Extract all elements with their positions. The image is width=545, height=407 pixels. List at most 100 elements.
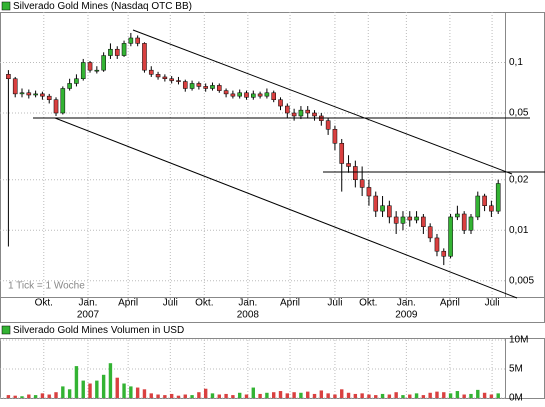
candle-body bbox=[237, 92, 242, 97]
candle-body bbox=[448, 216, 453, 257]
volume-bar bbox=[380, 393, 385, 398]
candle-body bbox=[196, 83, 202, 87]
candle-body bbox=[12, 78, 18, 95]
candle-body bbox=[169, 78, 174, 81]
candle-body bbox=[489, 205, 494, 212]
candle-body bbox=[101, 55, 106, 71]
candle-body bbox=[74, 78, 79, 84]
volume-plot: 0M 5M 10M bbox=[0, 335, 528, 404]
candle-body bbox=[427, 226, 433, 239]
candle-body bbox=[203, 86, 208, 89]
volume-bar bbox=[101, 374, 106, 398]
candle-body bbox=[33, 93, 38, 96]
volume-bar bbox=[469, 393, 473, 398]
volume-bar bbox=[61, 386, 65, 398]
volume-bar bbox=[163, 395, 167, 398]
candle-body bbox=[67, 83, 72, 89]
y-tick-label: 0,02 bbox=[509, 174, 529, 185]
candle-body bbox=[26, 92, 32, 96]
candle-body bbox=[142, 43, 147, 71]
volume-bar bbox=[421, 395, 426, 398]
candle-body bbox=[53, 99, 59, 114]
x-tick-label: Okt. bbox=[359, 298, 377, 309]
volume-bar bbox=[442, 392, 446, 398]
candle-body bbox=[128, 37, 134, 44]
annotation: 1 Tick = 1 Woche bbox=[8, 281, 85, 292]
candle-body bbox=[230, 93, 236, 97]
chart-title: Silverado Gold Mines (Nasdaq OTC BB) bbox=[13, 1, 192, 12]
trend-line bbox=[54, 117, 518, 299]
volume-bar bbox=[482, 392, 487, 398]
volume-bar bbox=[374, 395, 378, 398]
volume-bar bbox=[476, 389, 480, 398]
candle-body bbox=[366, 187, 372, 197]
volume-bar bbox=[367, 394, 371, 398]
candle-body bbox=[291, 112, 297, 117]
volume-bar bbox=[326, 393, 330, 398]
candle-body bbox=[298, 109, 304, 117]
volume-bar bbox=[455, 391, 460, 398]
volume-bar bbox=[237, 392, 242, 398]
volume-bar bbox=[401, 395, 405, 398]
candle-body bbox=[60, 88, 66, 114]
volume-bar bbox=[54, 392, 58, 398]
volume-bar bbox=[203, 388, 208, 398]
volume-bar bbox=[231, 395, 235, 398]
x-tick-label: Jan. bbox=[79, 298, 98, 309]
candle-body bbox=[176, 80, 181, 82]
volume-bar bbox=[394, 392, 398, 398]
candle-body bbox=[380, 205, 385, 212]
y-tick-label: 0,05 bbox=[509, 108, 529, 119]
candle-body bbox=[251, 93, 256, 98]
volume-bar bbox=[346, 392, 351, 398]
volume-bar bbox=[272, 392, 276, 398]
volume-bar bbox=[251, 387, 255, 398]
volume-bar bbox=[278, 391, 283, 398]
volume-bar bbox=[299, 392, 303, 398]
x-tick-label: Juli bbox=[485, 298, 500, 309]
volume-bar bbox=[142, 389, 147, 398]
year-label: 2007 bbox=[77, 310, 100, 321]
volume-bar bbox=[6, 395, 11, 398]
volume-bar bbox=[428, 392, 432, 398]
candle-body bbox=[264, 92, 270, 97]
y-tick-label: 0,1 bbox=[509, 57, 523, 68]
y-tick-label: 0,005 bbox=[509, 275, 534, 286]
candle-body bbox=[216, 85, 222, 91]
x-tick-label: Juli bbox=[327, 298, 342, 309]
candle-body bbox=[244, 92, 249, 98]
candle-body bbox=[223, 90, 229, 95]
candle-body bbox=[373, 195, 379, 212]
x-tick-label: Okt. bbox=[195, 298, 213, 309]
volume-bar bbox=[190, 395, 194, 398]
volume-bar bbox=[95, 380, 99, 398]
volume-bar bbox=[47, 394, 51, 398]
volume-bar bbox=[74, 366, 79, 398]
candle-body bbox=[332, 129, 338, 144]
volume-bar bbox=[149, 393, 153, 398]
candle-body bbox=[353, 166, 358, 180]
volume-bar bbox=[489, 394, 494, 398]
y-tick-label: 5M bbox=[509, 364, 523, 375]
candle-body bbox=[407, 216, 413, 221]
volume-bar bbox=[340, 389, 344, 398]
volume-bar bbox=[258, 393, 262, 398]
legend-swatch bbox=[1, 1, 11, 11]
volume-bar bbox=[81, 380, 85, 398]
trend-line bbox=[132, 29, 513, 175]
volume-bar bbox=[353, 393, 358, 398]
x-tick-label: Jan. bbox=[238, 298, 257, 309]
x-tick-label: Juli bbox=[163, 298, 178, 309]
x-tick-label: Jan. bbox=[397, 298, 416, 309]
candle-body bbox=[455, 213, 460, 218]
year-label: 2008 bbox=[237, 310, 260, 321]
candle-body bbox=[468, 216, 474, 231]
candle-body bbox=[393, 216, 399, 224]
candle-body bbox=[108, 48, 113, 56]
candle-body bbox=[346, 163, 351, 167]
candle-body bbox=[414, 216, 419, 221]
trend-lines bbox=[33, 29, 545, 299]
volume-bar bbox=[129, 386, 133, 398]
volume-bar bbox=[176, 395, 181, 398]
candle-body bbox=[114, 48, 120, 56]
